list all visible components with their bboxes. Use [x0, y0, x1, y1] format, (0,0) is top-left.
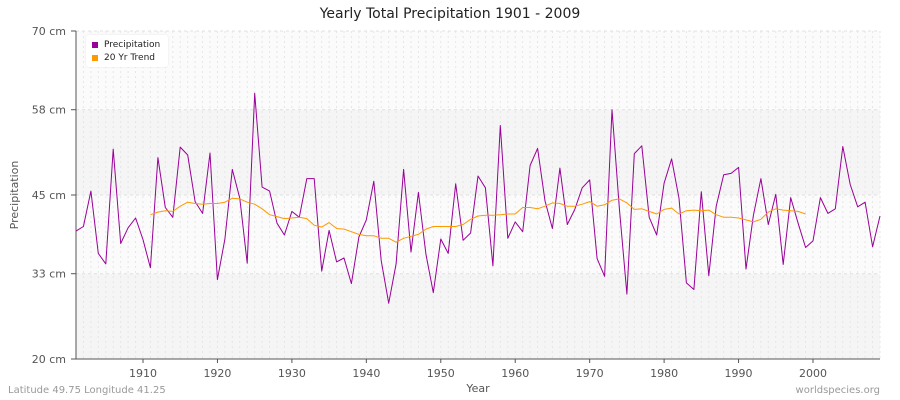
- legend-item-trend: 20 Yr Trend: [92, 51, 160, 64]
- x-tick-label: 1980: [650, 367, 678, 380]
- chart-title: Yearly Total Precipitation 1901 - 2009: [319, 6, 581, 22]
- x-tick-label: 1930: [278, 367, 306, 380]
- y-axis-title: Precipitation: [8, 161, 21, 230]
- x-tick-label: 1940: [352, 367, 380, 380]
- y-tick-label: 33 cm: [32, 268, 66, 281]
- y-tick-label: 20 cm: [32, 353, 66, 366]
- y-tick-label: 45 cm: [32, 189, 66, 202]
- x-axis-title: Year: [465, 382, 490, 395]
- legend-item-precipitation: Precipitation: [92, 38, 160, 51]
- x-tick-label: 2000: [799, 367, 827, 380]
- x-tick-label: 1950: [427, 367, 455, 380]
- legend-swatch-precipitation: [92, 41, 98, 48]
- x-tick-label: 1920: [203, 367, 231, 380]
- footer-source: worldspecies.org: [795, 385, 880, 396]
- legend-label-trend: 20 Yr Trend: [104, 52, 156, 63]
- x-tick-label: 1960: [501, 367, 529, 380]
- x-tick-label: 1970: [576, 367, 604, 380]
- footer-coordinates: Latitude 49.75 Longitude 41.25: [8, 385, 166, 396]
- precipitation-series-line: [75, 92, 881, 304]
- y-tick-label: 58 cm: [32, 104, 66, 117]
- trend-series-line: [150, 197, 806, 243]
- x-tick-label: 1910: [129, 367, 157, 380]
- legend-swatch-trend: [92, 54, 98, 61]
- x-tick-label: 1990: [725, 367, 753, 380]
- plot-band: [76, 195, 880, 274]
- legend: Precipitation 20 Yr Trend: [86, 35, 169, 67]
- y-tick-label: 70 cm: [32, 25, 66, 38]
- legend-label-precipitation: Precipitation: [104, 39, 161, 50]
